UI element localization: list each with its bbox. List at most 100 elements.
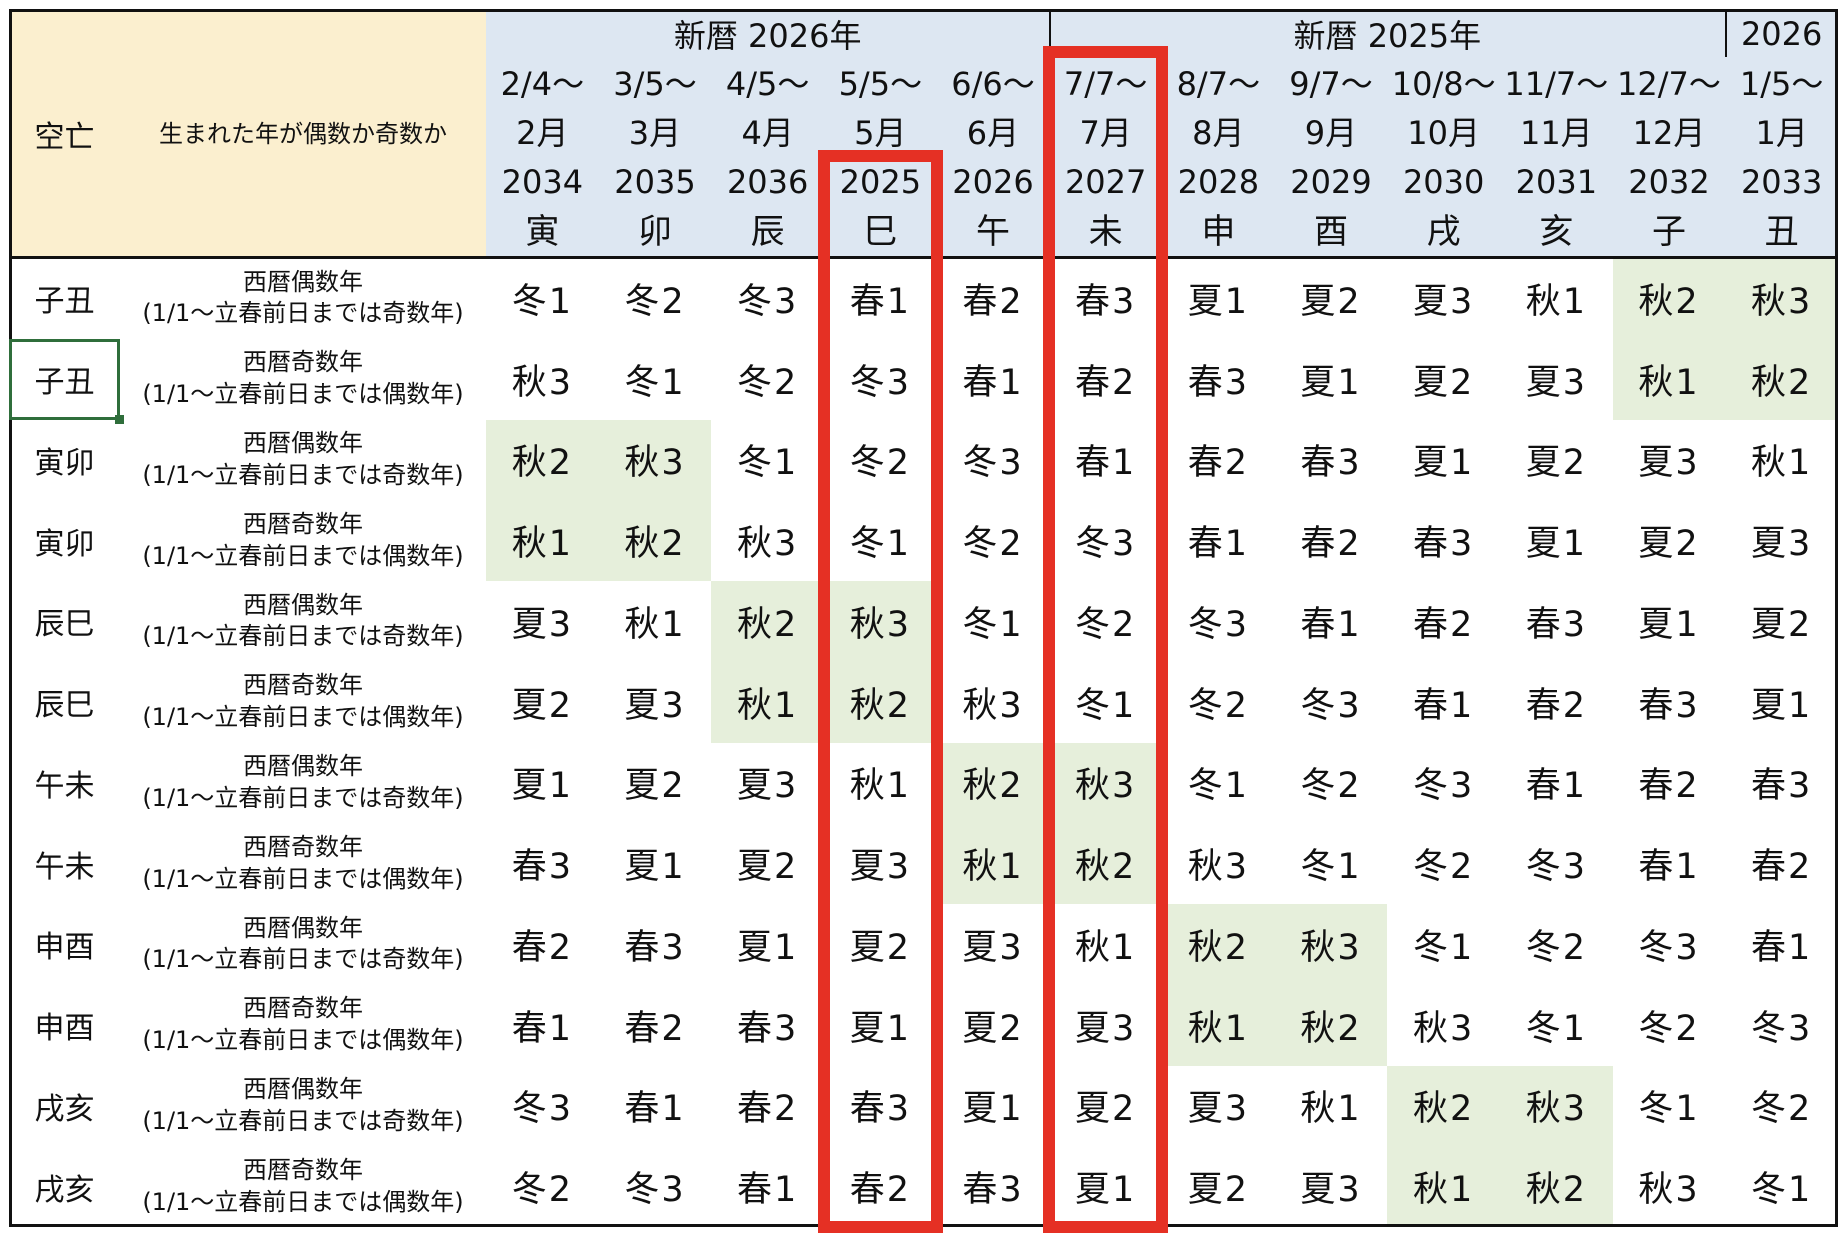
- table-cell: 夏3: [1525, 362, 1587, 403]
- table-cell: 春1: [624, 1089, 686, 1130]
- table-cell: 秋1: [1075, 927, 1137, 968]
- table-cell: 冬3: [849, 362, 911, 403]
- table-cell: 秋2: [1274, 984, 1388, 1066]
- table-cell: 夏2: [849, 927, 911, 968]
- table-cell: 秋2: [1500, 1146, 1613, 1227]
- table-cell: 夏1: [1525, 524, 1587, 565]
- table-cell: 秋3: [737, 524, 799, 565]
- column-header-branch: 亥: [1539, 212, 1574, 252]
- table-cell: 春3: [511, 847, 573, 888]
- table-cell: 冬3: [962, 443, 1024, 484]
- parity-label: 西暦偶数年: [243, 429, 363, 458]
- column-header-month: 8月: [1192, 114, 1245, 152]
- table-cell: 春1: [1413, 685, 1475, 726]
- table-cell: 冬1: [624, 362, 686, 403]
- column-header-date: 2/4〜: [500, 65, 585, 103]
- table-cell: 夏1: [1413, 443, 1475, 484]
- column-header-month: 10月: [1407, 114, 1481, 152]
- table-cell: 冬1: [1638, 1089, 1700, 1130]
- column-header-month: 9月: [1304, 114, 1358, 152]
- table-cell: 春2: [737, 1089, 799, 1130]
- row-kucho-label: 辰巳: [34, 688, 95, 724]
- table-cell: 冬2: [737, 362, 799, 403]
- table-cell: 秋2: [1387, 1065, 1500, 1147]
- row-parity-description: 西暦奇数年 (1/1〜立春前日までは偶数年): [120, 500, 486, 581]
- column-header-date: 12/7〜: [1617, 65, 1721, 103]
- table-cell: 春1: [1075, 443, 1137, 484]
- parity-note: (1/1〜立春前日までは奇数年): [142, 460, 464, 489]
- selected-cell-outline[interactable]: [9, 338, 120, 420]
- table-cell: 秋2: [936, 742, 1050, 824]
- table-cell: 冬2: [1187, 685, 1249, 726]
- table-cell: 秋3: [1049, 742, 1162, 824]
- parity-header: 生まれた年が偶数か奇数か: [159, 119, 447, 148]
- table-cell: 秋2: [1162, 904, 1275, 985]
- table-cell: 夏3: [1187, 1089, 1249, 1130]
- column-header-date: 10/8〜: [1391, 65, 1496, 103]
- column-header-year: 2031: [1515, 163, 1598, 201]
- table-cell: 夏2: [624, 766, 686, 807]
- row-parity-description: 西暦偶数年 (1/1〜立春前日までは奇数年): [120, 258, 486, 339]
- column-header-year: 2030: [1402, 163, 1485, 201]
- table-cell: 夏2: [1300, 281, 1362, 322]
- table-cell: 冬1: [1187, 766, 1249, 807]
- row-kucho-label: 寅卯: [34, 445, 95, 481]
- row-parity-description: 西暦奇数年 (1/1〜立春前日までは偶数年): [120, 339, 486, 420]
- column-header-branch: 申: [1201, 212, 1236, 252]
- table-cell: 冬2: [962, 524, 1024, 565]
- table-cell: 冬3: [1075, 524, 1137, 565]
- table-cell: 夏2: [1075, 1089, 1137, 1130]
- table-cell: 冬3: [1525, 847, 1587, 888]
- row-kucho-label: 戌亥: [34, 1172, 95, 1208]
- row-kucho-label: 申酉: [34, 1011, 95, 1047]
- table-cell: 春1: [1300, 604, 1362, 645]
- table-cell: 春1: [737, 1170, 799, 1211]
- table-cell: 冬3: [624, 1170, 686, 1211]
- parity-note: (1/1〜立春前日までは奇数年): [142, 622, 464, 651]
- parity-label: 西暦偶数年: [243, 267, 363, 296]
- table-cell: 秋1: [1162, 984, 1275, 1066]
- table-cell: 夏3: [849, 847, 911, 888]
- era-divider: [1725, 9, 1728, 57]
- column-header-year: 2026: [952, 163, 1034, 201]
- table-cell: 秋3: [1187, 847, 1249, 888]
- row-kucho-label: 子丑: [34, 284, 95, 320]
- row-parity-description: 西暦偶数年 (1/1〜立春前日までは奇数年): [120, 1066, 486, 1147]
- column-header-branch: 未: [1088, 212, 1123, 252]
- column-header-month: 6月: [966, 114, 1020, 152]
- column-header-branch: 午: [975, 212, 1010, 252]
- table-cell: 春2: [511, 927, 573, 968]
- table-cell: 秋2: [1725, 338, 1838, 420]
- row-kucho-label: 寅卯: [34, 526, 95, 562]
- column-header-year: 2036: [726, 163, 809, 201]
- column-header-year: 2034: [501, 163, 584, 201]
- table-cell: 夏2: [1413, 362, 1475, 403]
- table-cell: 秋1: [936, 823, 1050, 904]
- kucho-header: 空亡: [34, 119, 95, 155]
- table-cell: 春2: [1638, 766, 1700, 807]
- table-cell: 冬2: [511, 1170, 573, 1211]
- table-cell: 秋1: [711, 661, 824, 743]
- row-kucho-label: 申酉: [34, 930, 95, 966]
- row-kucho-label: 戌亥: [34, 1091, 95, 1127]
- table-cell: 春3: [624, 927, 686, 968]
- parity-note: (1/1〜立春前日までは偶数年): [142, 1187, 464, 1216]
- parity-note: (1/1〜立春前日までは奇数年): [142, 945, 464, 974]
- table-cell: 冬3: [511, 1089, 573, 1130]
- table-cell: 秋1: [1612, 338, 1726, 420]
- table-cell: 春3: [1187, 362, 1249, 403]
- table-cell: 春2: [1075, 362, 1137, 403]
- table-cell: 秋1: [1751, 443, 1813, 484]
- column-header-branch: 丑: [1764, 212, 1799, 252]
- table-cell: 冬1: [1413, 927, 1475, 968]
- table-cell: 夏1: [1300, 362, 1362, 403]
- table-cell: 春3: [1413, 524, 1475, 565]
- selection-fill-handle[interactable]: [115, 414, 124, 424]
- table-cell: 春3: [1525, 604, 1587, 645]
- row-kucho-label[interactable]: 子丑: [34, 365, 95, 401]
- column-header-date: 8/7〜: [1176, 65, 1261, 103]
- column-header-date: 6/6〜: [951, 65, 1035, 103]
- table-cell: 夏3: [1413, 281, 1475, 322]
- table-cell: 夏3: [962, 927, 1024, 968]
